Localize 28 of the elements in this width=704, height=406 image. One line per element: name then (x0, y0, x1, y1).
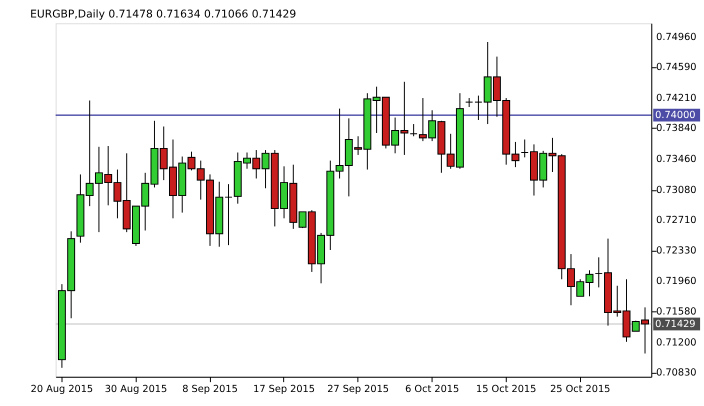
x-tick-label: 15 Oct 2015 (476, 384, 536, 395)
y-tick-label: 0.71960 (656, 276, 696, 287)
x-tick-label: 25 Oct 2015 (550, 384, 610, 395)
x-tick-label: 6 Oct 2015 (405, 384, 460, 395)
ref-line-label: 0.71429 (655, 318, 696, 330)
candlestick (410, 124, 418, 137)
x-tick-label: 20 Aug 2015 (30, 384, 94, 395)
y-tick-label: 0.70830 (656, 368, 696, 379)
x-tick-label: 8 Sep 2015 (182, 384, 238, 395)
candlestick (520, 139, 529, 158)
y-tick-label: 0.73460 (656, 154, 696, 165)
y-tick-label: 0.72710 (656, 214, 696, 226)
x-tick-label: 27 Sep 2015 (327, 384, 389, 395)
candlestick (465, 98, 474, 108)
y-tick-label: 0.71200 (656, 338, 696, 349)
y-tick-label: 0.73080 (656, 184, 696, 196)
x-tick-label: 30 Aug 2015 (104, 384, 168, 395)
y-tick-label: 0.74960 (656, 32, 696, 44)
y-tick-label: 0.72330 (656, 246, 696, 257)
y-tick-label: 0.74210 (656, 92, 696, 104)
y-tick-label: 0.74590 (656, 62, 696, 74)
y-tick-label: 0.71580 (656, 306, 696, 318)
chart-title: EURGBP,Daily 0.71478 0.71634 0.71066 0.71429 (30, 7, 296, 20)
candlestick (224, 184, 232, 246)
ref-line-label: 0.74000 (655, 110, 696, 122)
y-tick-label: 0.73840 (656, 123, 696, 134)
x-tick-label: 17 Sep 2015 (253, 384, 315, 395)
candlestick (594, 256, 603, 288)
